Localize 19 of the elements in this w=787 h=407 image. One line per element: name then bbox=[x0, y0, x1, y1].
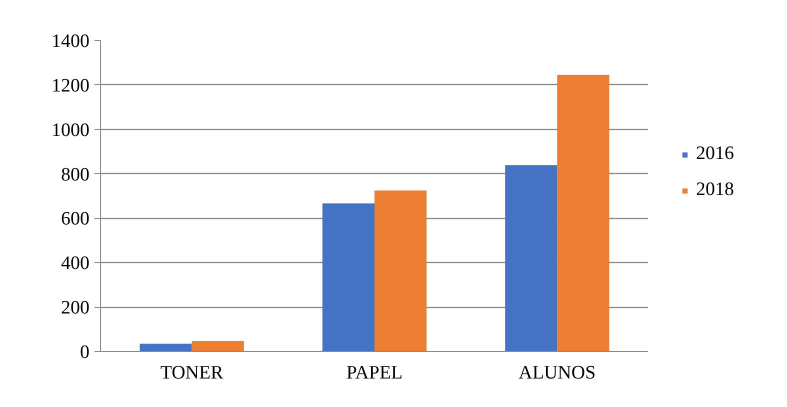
x-tick-label: ALUNOS bbox=[518, 362, 596, 384]
y-tick-label: 1000 bbox=[52, 120, 90, 141]
legend-label: 2016 bbox=[696, 143, 734, 165]
y-tick-label: 400 bbox=[61, 253, 90, 274]
legend-label: 2018 bbox=[696, 179, 734, 201]
y-tick-label: 0 bbox=[80, 342, 90, 363]
bar bbox=[557, 74, 610, 352]
y-tick-label: 200 bbox=[61, 298, 90, 319]
y-tick-label: 800 bbox=[61, 164, 90, 186]
x-tick-label: TONER bbox=[160, 362, 224, 384]
y-tick-label: 1200 bbox=[52, 75, 90, 96]
y-tick-label: 600 bbox=[61, 208, 90, 230]
bar bbox=[505, 165, 558, 352]
y-tick-label: 1400 bbox=[52, 31, 90, 52]
bar bbox=[374, 190, 427, 352]
bar bbox=[322, 203, 374, 352]
bar bbox=[192, 341, 244, 352]
x-tick-label: PAPEL bbox=[346, 362, 403, 384]
bar bbox=[140, 344, 192, 352]
